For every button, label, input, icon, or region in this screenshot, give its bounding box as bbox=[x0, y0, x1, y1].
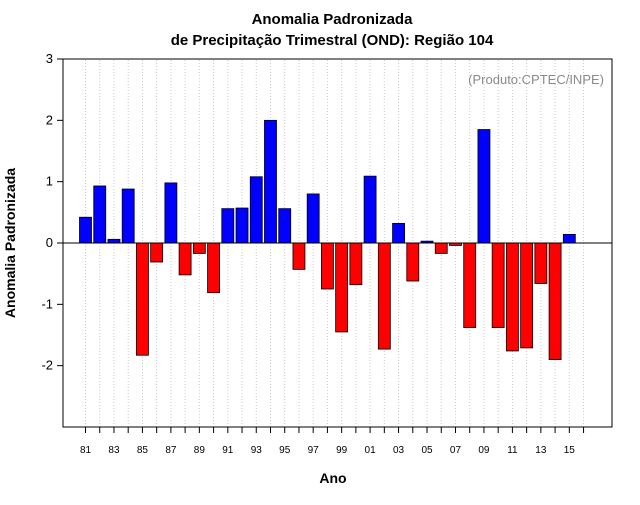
bar-2012 bbox=[520, 242, 534, 349]
bar-2006 bbox=[434, 242, 448, 254]
y-tick-label-3: 3 bbox=[46, 51, 53, 66]
bar-1995 bbox=[278, 208, 292, 244]
bar-2002 bbox=[377, 242, 391, 350]
x-tick-label-99: 99 bbox=[336, 445, 348, 456]
bar-2010 bbox=[491, 242, 505, 329]
x-tick-label-09: 09 bbox=[478, 445, 490, 456]
y-tick-label--1: -1 bbox=[41, 296, 53, 311]
bar-1997 bbox=[306, 193, 320, 244]
bar-1982 bbox=[93, 185, 107, 244]
x-tick-label-91: 91 bbox=[222, 445, 234, 456]
x-tick-label-05: 05 bbox=[421, 445, 433, 456]
x-tick-label-97: 97 bbox=[308, 445, 320, 456]
bar-1998 bbox=[321, 242, 334, 290]
bar-1985 bbox=[136, 242, 149, 356]
bar-2008 bbox=[463, 242, 477, 329]
bar-2015 bbox=[562, 234, 576, 244]
bar-1994 bbox=[264, 119, 277, 244]
y-tick-label-2: 2 bbox=[46, 112, 53, 127]
bar-1990 bbox=[207, 242, 220, 294]
bar-2000 bbox=[349, 242, 363, 286]
y-tick-label--2: -2 bbox=[41, 358, 53, 373]
chart-title-line-2: de Precipitação Trimestral (OND): Região… bbox=[171, 32, 494, 49]
product-credit: (Produto:CPTEC/INPE) bbox=[468, 72, 604, 87]
bar-1993 bbox=[249, 176, 263, 244]
bar-1986 bbox=[150, 242, 164, 263]
bar-2004 bbox=[406, 242, 420, 282]
bar-1987 bbox=[164, 182, 178, 244]
y-axis-title: Anomalia Padronizada bbox=[2, 168, 18, 318]
bar-1989 bbox=[192, 242, 206, 254]
bar-2013 bbox=[534, 242, 548, 284]
bar-2001 bbox=[363, 175, 377, 244]
bar-1981 bbox=[79, 216, 92, 244]
x-tick-label-15: 15 bbox=[564, 445, 576, 456]
x-tick-label-07: 07 bbox=[450, 445, 462, 456]
bar-2003 bbox=[392, 222, 405, 244]
bar-1988 bbox=[178, 242, 192, 276]
bar-1992 bbox=[235, 207, 249, 244]
x-tick-label-01: 01 bbox=[365, 445, 377, 456]
bar-1983 bbox=[107, 238, 121, 244]
bar-1984 bbox=[121, 188, 135, 244]
bar-2014 bbox=[548, 242, 562, 360]
bar-1999 bbox=[335, 242, 349, 333]
bar-1991 bbox=[221, 208, 235, 244]
x-tick-label-83: 83 bbox=[108, 445, 120, 456]
x-tick-label-85: 85 bbox=[137, 445, 149, 456]
x-tick-label-95: 95 bbox=[279, 445, 291, 456]
x-tick-label-13: 13 bbox=[535, 445, 547, 456]
y-tick-label-0: 0 bbox=[46, 235, 53, 250]
bars bbox=[79, 119, 576, 360]
bar-2011 bbox=[505, 242, 519, 352]
x-axis: 81 83 85 87 89 91 93 95 97 99 01 03 05 07 09 11 13 15 bbox=[80, 427, 585, 456]
x-tick-label-87: 87 bbox=[165, 445, 177, 456]
chart-title-line-1: Anomalia Padronizada bbox=[252, 11, 414, 28]
x-tick-label-11: 11 bbox=[507, 445, 518, 456]
x-tick-label-03: 03 bbox=[393, 445, 405, 456]
x-axis-title: Ano bbox=[319, 470, 346, 486]
bar-2009 bbox=[477, 129, 491, 244]
x-tick-label-81: 81 bbox=[80, 445, 92, 456]
y-tick-label-1: 1 bbox=[46, 174, 53, 189]
x-tick-label-89: 89 bbox=[194, 445, 206, 456]
x-tick-label-93: 93 bbox=[251, 445, 263, 456]
bar-1996 bbox=[292, 242, 306, 270]
y-axis: 3 2 1 0 -1 -2 bbox=[41, 51, 63, 373]
